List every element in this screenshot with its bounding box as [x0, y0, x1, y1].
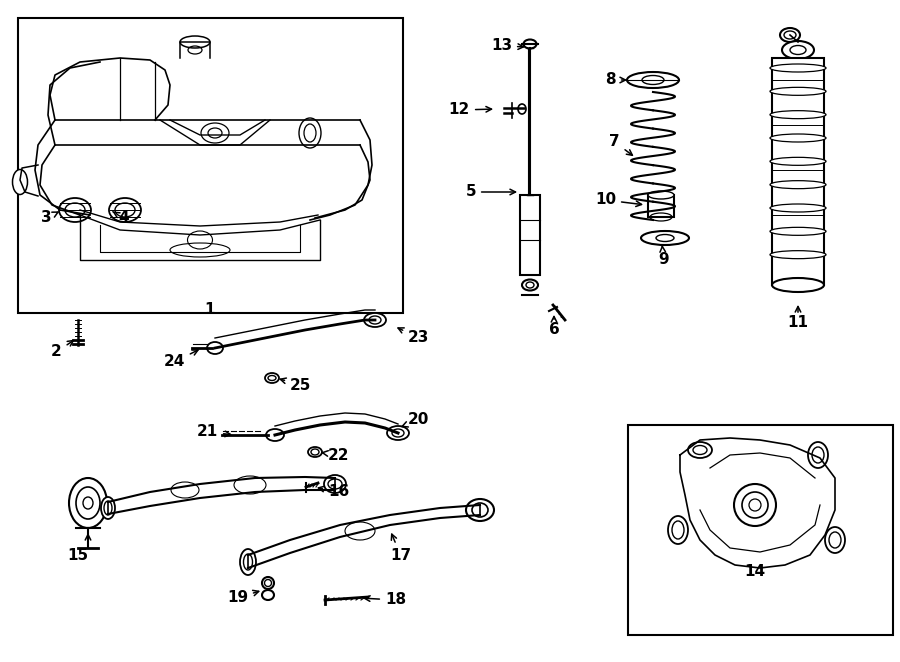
Ellipse shape — [364, 313, 386, 327]
Ellipse shape — [207, 342, 223, 354]
Ellipse shape — [109, 198, 141, 222]
Ellipse shape — [387, 426, 409, 440]
Bar — [772, 58, 824, 285]
Ellipse shape — [770, 158, 826, 166]
Text: 8: 8 — [606, 73, 626, 87]
Text: 1: 1 — [205, 303, 215, 318]
Text: 19: 19 — [227, 591, 258, 606]
Ellipse shape — [641, 231, 689, 245]
Text: 20: 20 — [402, 412, 429, 428]
Text: 24: 24 — [164, 350, 198, 369]
Text: 4: 4 — [112, 211, 129, 226]
Ellipse shape — [808, 442, 828, 468]
Ellipse shape — [734, 484, 776, 526]
Ellipse shape — [770, 111, 826, 118]
Text: 3: 3 — [41, 211, 58, 226]
Text: 22: 22 — [322, 448, 349, 463]
Text: 25: 25 — [280, 377, 311, 393]
Text: 9: 9 — [658, 246, 669, 267]
Ellipse shape — [69, 478, 107, 528]
Ellipse shape — [265, 373, 279, 383]
Ellipse shape — [101, 497, 115, 519]
Text: 13: 13 — [491, 38, 524, 54]
Ellipse shape — [825, 527, 845, 553]
Ellipse shape — [642, 75, 664, 85]
Text: 15: 15 — [68, 548, 88, 563]
Text: 21: 21 — [197, 424, 230, 440]
Ellipse shape — [262, 577, 274, 589]
Ellipse shape — [240, 549, 256, 575]
Text: 23: 23 — [398, 328, 429, 346]
Ellipse shape — [668, 516, 688, 544]
Text: 5: 5 — [465, 185, 516, 199]
Ellipse shape — [524, 40, 536, 48]
Ellipse shape — [324, 475, 346, 493]
Ellipse shape — [770, 251, 826, 259]
Ellipse shape — [466, 499, 494, 521]
Bar — [18, 18, 403, 313]
Text: 12: 12 — [449, 103, 491, 117]
Ellipse shape — [648, 191, 674, 199]
Text: 7: 7 — [609, 134, 633, 156]
Bar — [648, 195, 674, 217]
Text: 6: 6 — [549, 322, 560, 337]
Bar — [520, 195, 540, 275]
Ellipse shape — [772, 278, 824, 292]
Ellipse shape — [308, 447, 322, 457]
Ellipse shape — [627, 72, 679, 88]
Ellipse shape — [518, 104, 526, 114]
Ellipse shape — [266, 429, 284, 441]
Ellipse shape — [299, 118, 321, 148]
Text: 18: 18 — [364, 592, 406, 608]
Ellipse shape — [59, 198, 91, 222]
Text: 2: 2 — [51, 340, 73, 359]
Ellipse shape — [770, 181, 826, 189]
Text: 16: 16 — [319, 485, 349, 500]
Ellipse shape — [522, 279, 538, 291]
Ellipse shape — [180, 36, 210, 48]
Ellipse shape — [770, 134, 826, 142]
Text: 17: 17 — [390, 534, 411, 563]
Ellipse shape — [770, 204, 826, 212]
Ellipse shape — [262, 590, 274, 600]
Ellipse shape — [770, 64, 826, 72]
Ellipse shape — [688, 442, 712, 458]
Text: 11: 11 — [788, 315, 808, 330]
Bar — [628, 425, 893, 635]
Text: 14: 14 — [744, 565, 766, 579]
Ellipse shape — [780, 28, 800, 42]
Text: 10: 10 — [595, 193, 642, 207]
Ellipse shape — [13, 169, 28, 195]
Ellipse shape — [770, 227, 826, 235]
Ellipse shape — [770, 87, 826, 95]
Ellipse shape — [782, 41, 814, 59]
